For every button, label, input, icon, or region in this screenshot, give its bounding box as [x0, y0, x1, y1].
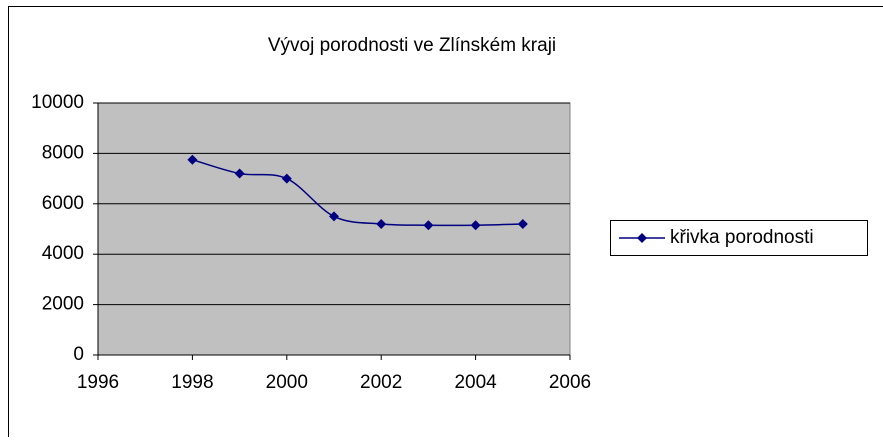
y-tick-label: 4000	[42, 243, 84, 264]
x-tick-label: 1996	[77, 372, 119, 393]
y-tick-label: 0	[73, 344, 84, 365]
y-tick-label: 6000	[42, 193, 84, 214]
y-tick-label: 10000	[31, 92, 84, 113]
legend-label: křivka porodnosti	[670, 227, 814, 248]
x-tick-label: 1998	[171, 372, 213, 393]
plot-area	[98, 103, 570, 355]
x-tick-label: 2002	[360, 372, 402, 393]
y-tick-label: 2000	[42, 294, 84, 315]
chart-title: Vývoj porodnosti ve Zlínském kraji	[268, 35, 556, 56]
x-tick-label: 2006	[549, 372, 591, 393]
x-tick-label: 2000	[266, 372, 308, 393]
x-tick-label: 2004	[454, 372, 497, 393]
y-tick-label: 8000	[42, 142, 84, 163]
